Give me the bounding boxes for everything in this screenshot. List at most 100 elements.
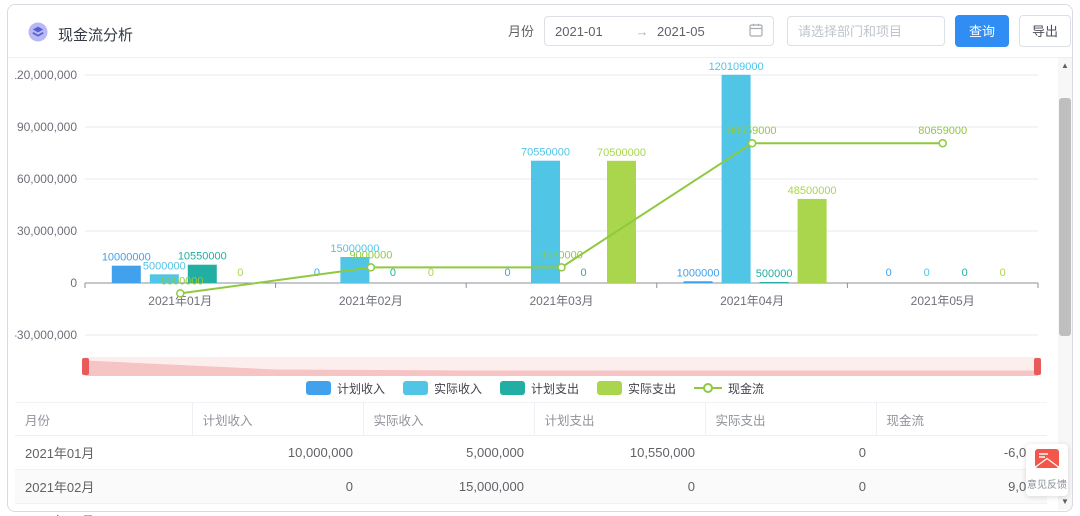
date-range-picker[interactable]: 2021-01 → 2021-05	[544, 16, 774, 46]
table-header-row: 月份 计划收入 实际收入 计划支出 实际支出 现金流	[15, 402, 1047, 436]
svg-text:9000000: 9000000	[349, 249, 392, 261]
svg-text:0: 0	[70, 276, 77, 290]
legend-item[interactable]: 计划支出	[499, 380, 579, 397]
svg-text:10550000: 10550000	[178, 251, 227, 263]
datazoom-right-handle[interactable]	[1034, 358, 1041, 375]
value-cell: 15,000,000	[363, 469, 534, 504]
page-title: 现金流分析	[58, 27, 134, 44]
svg-text:70500000: 70500000	[597, 147, 646, 159]
value-cell: 70,550,000	[363, 503, 534, 516]
legend-swatch	[499, 381, 525, 395]
svg-text:-6000000: -6000000	[157, 275, 204, 287]
svg-text:90,000,000: 90,000,000	[17, 120, 77, 134]
legend-line-symbol	[694, 382, 723, 394]
query-button[interactable]: 查询	[955, 15, 1009, 47]
legend-item[interactable]: 实际支出	[597, 380, 676, 397]
svg-text:0: 0	[504, 267, 510, 279]
legend-label: 实际收入	[433, 381, 482, 396]
legend-item[interactable]: 计划收入	[305, 380, 385, 397]
month-cell: 2021年01月	[15, 435, 192, 470]
value-cell: 0	[705, 435, 876, 470]
svg-text:10000000: 10000000	[102, 252, 151, 264]
value-cell: 0	[705, 469, 876, 504]
legend-swatch	[597, 381, 622, 395]
month-cell: 2021年03月	[15, 503, 192, 516]
svg-text:2021年01月: 2021年01月	[148, 294, 212, 308]
page-header: 现金流分析 月份 2021-01 → 2021-05 查询 导出	[8, 5, 1072, 58]
svg-text:0: 0	[1000, 267, 1006, 279]
datazoom-left-handle[interactable]	[82, 358, 89, 375]
svg-text:0: 0	[580, 267, 586, 279]
legend-label: 实际支出	[628, 381, 677, 396]
svg-text:0: 0	[886, 267, 892, 279]
legend-item[interactable]: 实际收入	[402, 380, 482, 397]
value-cell: 9,050,000	[876, 503, 1047, 516]
datazoom-slider[interactable]	[82, 357, 1041, 376]
svg-text:120109000: 120109000	[709, 61, 764, 73]
feedback-label: 意见反馈	[1027, 480, 1067, 491]
svg-text:0: 0	[237, 267, 243, 279]
scrollbar-thumb[interactable]	[1059, 98, 1071, 336]
value-cell: 0	[192, 469, 363, 504]
date-end-value[interactable]: 2021-05	[657, 23, 705, 39]
table-row: 2021年01月10,000,0005,000,00010,550,0000-6…	[15, 435, 1047, 470]
svg-text:0: 0	[314, 267, 320, 279]
feedback-envelope-icon	[1035, 449, 1059, 473]
value-cell: 0	[534, 469, 705, 504]
value-cell: 10,000,000	[192, 435, 363, 470]
legend-label: 计划支出	[530, 381, 579, 396]
value-cell: 70,500,000	[705, 503, 876, 516]
cashflow-combo-chart[interactable]: 120,000,000 90,000,000 60,000,000 30,000,00…	[15, 58, 1055, 358]
svg-text:30,000,000: 30,000,000	[17, 224, 77, 238]
svg-text:2021年04月: 2021年04月	[720, 294, 784, 308]
legend-label: 计划收入	[336, 381, 385, 396]
column-header: 现金流	[876, 402, 1047, 436]
value-cell: -6,000,000	[876, 435, 1047, 470]
value-cell: 0	[534, 503, 705, 516]
layers-icon	[28, 22, 48, 42]
legend-item[interactable]: 现金流	[694, 380, 764, 397]
calendar-icon	[749, 23, 763, 40]
svg-text:80659000: 80659000	[918, 125, 967, 137]
value-cell: 10,550,000	[534, 435, 705, 470]
svg-text:70550000: 70550000	[521, 147, 570, 159]
svg-text:80659000: 80659000	[728, 125, 777, 137]
column-header: 计划收入	[192, 402, 364, 436]
cashflow-table: 月份 计划收入 实际收入 计划支出 实际支出 现金流 2021年01月 10,000,000…	[15, 402, 1047, 516]
svg-text:120,000,000: 120,000,000	[15, 68, 77, 82]
svg-text:60,000,000: 60,000,000	[17, 172, 77, 186]
svg-text:0: 0	[924, 267, 930, 279]
svg-text:0: 0	[390, 267, 396, 279]
svg-text:500000: 500000	[756, 268, 793, 280]
export-button[interactable]: 导出	[1019, 15, 1071, 47]
chart-legend: 计划收入 实际收入 计划支出 实际支出 现金流	[15, 378, 1055, 398]
svg-text:48500000: 48500000	[788, 185, 837, 197]
cashflow-table-wrap: 月份 计划收入 实际收入 计划支出 实际支出 现金流 2021年01月 10,000,000…	[15, 402, 1047, 516]
svg-text:15000000: 15000000	[330, 243, 379, 255]
value-cell: 9,000,000	[876, 469, 1047, 504]
legend-label: 现金流	[728, 381, 765, 396]
svg-text:0: 0	[962, 267, 968, 279]
legend-swatch	[402, 381, 428, 395]
svg-text:2021年05月: 2021年05月	[911, 294, 975, 308]
department-project-input[interactable]	[787, 16, 945, 46]
column-header: 月份	[15, 402, 193, 436]
scrollbar-up-arrow[interactable]: ▲	[1061, 61, 1069, 70]
scrollbar-down-arrow[interactable]: ▼	[1061, 497, 1069, 506]
month-filter-label: 月份	[508, 24, 535, 39]
svg-text:-30,000,000: -30,000,000	[15, 328, 77, 342]
date-start-value[interactable]: 2021-01	[555, 23, 603, 39]
column-header: 计划支出	[534, 402, 706, 436]
feedback-widget[interactable]: 意见反馈	[1026, 444, 1068, 496]
value-cell: 0	[192, 503, 363, 516]
svg-text:2021年02月: 2021年02月	[339, 294, 403, 308]
datazoom-shadow	[85, 360, 1038, 376]
value-cell: 5,000,000	[363, 435, 534, 470]
legend-swatch	[305, 381, 331, 395]
svg-text:5000000: 5000000	[143, 260, 186, 272]
svg-text:9050000: 9050000	[540, 249, 583, 261]
svg-text:1000000: 1000000	[677, 267, 720, 279]
